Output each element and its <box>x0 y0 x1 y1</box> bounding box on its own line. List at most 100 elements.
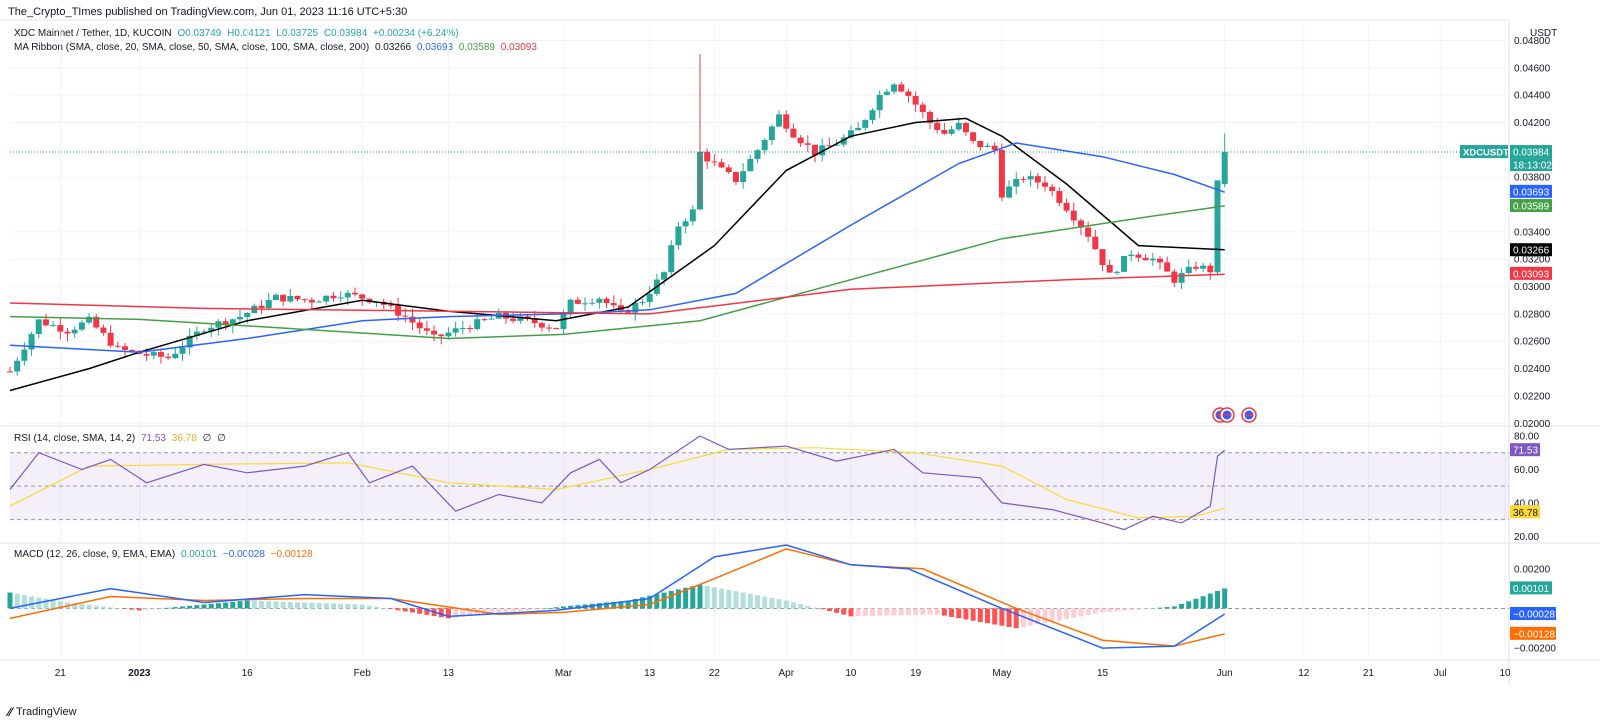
macd-histogram-bar <box>1193 598 1199 609</box>
candle-body <box>883 91 890 95</box>
candle-body <box>668 245 675 273</box>
macd-histogram-bar <box>194 605 200 609</box>
candle-body <box>891 84 898 92</box>
rsi-line <box>9 435 1226 531</box>
trading-chart[interactable]: USDT 0.04800 0.04600 0.04400 0.04200 0.03800… <box>0 0 1600 700</box>
candle-body <box>352 292 358 295</box>
macd-histogram-bar <box>323 603 329 609</box>
candle-body <box>704 151 711 162</box>
macd-legend: MACD (12, 26, close, 9, EMA, EMA) 0.0010… <box>14 549 316 560</box>
rsi-axis-label: 60.00 <box>1514 465 1539 476</box>
candle-body <box>78 322 85 330</box>
candle-body <box>847 130 854 138</box>
macd-histogram-bar <box>769 597 775 609</box>
rsi-name: RSI (14, close, SMA, 14, 2) <box>14 433 136 444</box>
ma-line-4 <box>9 273 1225 315</box>
candle-body <box>955 122 962 130</box>
macd-histogram-bar <box>100 606 106 609</box>
open-value: O0.03749 <box>177 28 222 39</box>
macd-histogram-bar <box>762 596 768 609</box>
time-axis-label: 10 <box>1499 668 1511 679</box>
candle-body <box>229 319 236 326</box>
ma100-badge-bg <box>1510 199 1552 213</box>
macd-histogram-bar <box>208 603 214 609</box>
candle-body <box>610 303 617 306</box>
candle-body <box>646 293 653 303</box>
tradingview-logo-icon: ⁄⁄ <box>8 705 13 719</box>
candle-body <box>50 325 57 327</box>
candle-body <box>603 298 610 304</box>
price-axis-label: 0.04200 <box>1514 118 1551 129</box>
macd-histogram-bar <box>1092 608 1098 614</box>
candle-body <box>1099 249 1106 265</box>
candle-body <box>776 114 783 127</box>
macd-histogram-bar <box>783 600 789 609</box>
candle-body <box>100 327 107 333</box>
macd-histogram-bar <box>891 608 897 616</box>
us-flag-event-icon-2[interactable] <box>1219 407 1235 423</box>
macd-histogram-bar <box>1143 608 1149 609</box>
macd-histogram-bar <box>510 608 516 612</box>
macd-histogram-bar <box>532 608 538 610</box>
currency-label: USDT <box>1530 28 1557 39</box>
macd-histogram-bar <box>352 604 358 609</box>
macd-histogram-bar <box>805 605 811 609</box>
candle-body <box>287 295 294 302</box>
macd-histogram-bar <box>402 608 408 612</box>
macd-histogram-bar <box>675 589 681 609</box>
candle-body <box>912 95 919 105</box>
price-axis-label: 0.04600 <box>1514 63 1551 74</box>
macd-histogram-bar <box>977 608 983 622</box>
macd-histogram-bar <box>201 604 207 609</box>
macd-line-badge: −0.00028 <box>1513 609 1555 620</box>
candle-body <box>129 349 136 351</box>
us-flag-event-icon-3[interactable] <box>1241 407 1257 423</box>
macd-histogram-bar <box>57 601 63 609</box>
candle-body <box>927 112 933 123</box>
candle-body <box>21 349 28 361</box>
macd-histogram-bar <box>280 601 286 609</box>
time-axis-label: Jul <box>1434 668 1447 679</box>
candle-body <box>1121 256 1128 272</box>
candle-body <box>812 144 818 156</box>
macd-histogram-bar <box>1006 608 1012 628</box>
candle-body <box>711 161 718 163</box>
candle-body <box>574 299 581 304</box>
candle-body <box>272 294 279 301</box>
candle-body <box>294 295 301 300</box>
macd-hist-badge: 0.00101 <box>1513 584 1550 595</box>
price-axis-label: 0.04800 <box>1514 36 1551 47</box>
macd-histogram-bar <box>1013 608 1019 629</box>
macd-histogram-bar <box>330 603 336 609</box>
macd-histogram-bar <box>266 601 272 609</box>
macd-histogram-bar <box>683 587 689 609</box>
candle-body <box>1013 178 1020 187</box>
macd-histogram-bar <box>1135 608 1141 610</box>
macd-histogram-bar <box>733 591 739 609</box>
candle-body <box>301 299 308 301</box>
candle-body <box>725 167 732 172</box>
macd-histogram-bar <box>72 603 78 609</box>
candle-body <box>833 144 840 146</box>
macd-histogram-bar <box>992 608 998 625</box>
candle-body <box>93 316 100 328</box>
macd-signal-value: −0.00128 <box>270 549 313 560</box>
macd-histogram-bar <box>661 592 667 609</box>
macd-histogram-bar <box>438 608 444 618</box>
macd-histogram-bar <box>496 608 502 614</box>
candle-body <box>1185 266 1192 274</box>
candle-body <box>1142 257 1149 261</box>
candle-body <box>718 162 725 168</box>
candle-body <box>826 145 833 147</box>
macd-histogram-bar <box>798 604 804 609</box>
macd-histogram-bar <box>460 608 466 617</box>
rsi-badge-bg <box>1510 443 1540 457</box>
low-value: L0.03725 <box>276 28 319 39</box>
macd-histogram-bar <box>21 595 27 609</box>
candle-body <box>222 321 229 326</box>
candle-body <box>1070 210 1077 221</box>
macd-histogram-bar <box>1215 590 1220 609</box>
candle-body <box>201 331 208 333</box>
macd-histogram-bar <box>381 607 387 609</box>
macd-histogram-bar <box>956 608 962 619</box>
